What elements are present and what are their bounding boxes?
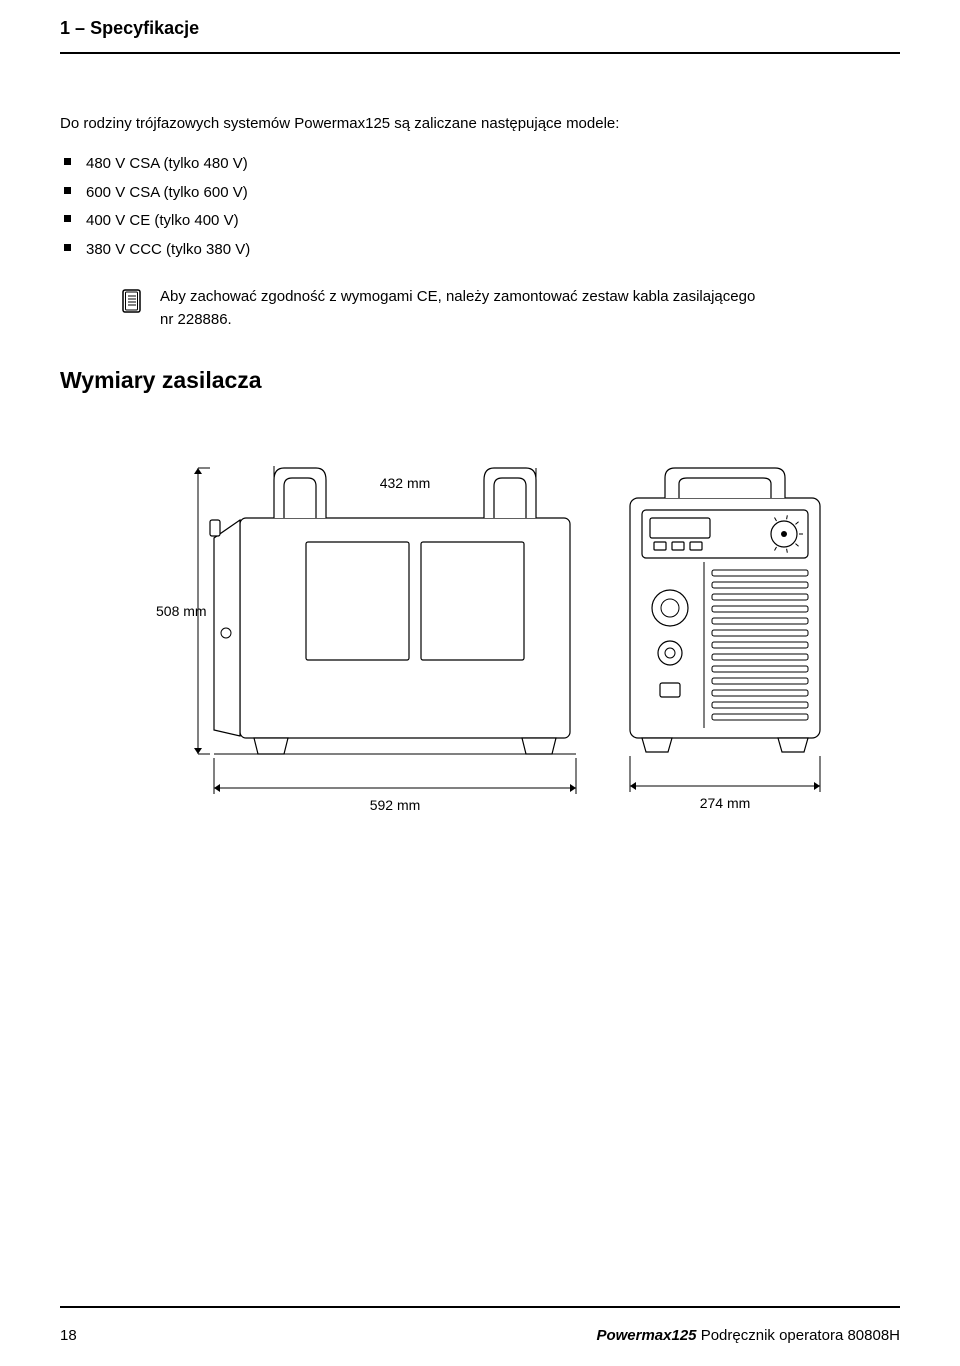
footer-product: Powermax125 <box>596 1327 696 1344</box>
page-footer: 18 Powermax125 Podręcznik operatora 8080… <box>60 1327 900 1344</box>
list-item: 480 V CSA (tylko 480 V) <box>86 150 900 179</box>
intro-paragraph: Do rodziny trójfazowych systemów Powerma… <box>60 115 900 132</box>
note-text: Aby zachować zgodność z wymogami CE, nal… <box>160 286 755 331</box>
list-item: 380 V CCC (tylko 380 V) <box>86 236 900 265</box>
note-line2: nr 228886. <box>160 311 232 328</box>
svg-text:432 mm: 432 mm <box>380 475 431 491</box>
dimensions-diagram: 432 mm 508 mm 592 mm 274 mm <box>60 428 900 828</box>
section-heading: Wymiary zasilacza <box>60 367 900 394</box>
svg-text:592 mm: 592 mm <box>370 797 421 813</box>
section-title: Specyfikacje <box>90 18 199 38</box>
footer-rule <box>60 1306 900 1308</box>
note-line1: Aby zachować zgodność z wymogami CE, nal… <box>160 288 755 305</box>
section-dash: – <box>75 18 85 38</box>
note-block: Aby zachować zgodność z wymogami CE, nal… <box>60 286 900 331</box>
list-item: 600 V CSA (tylko 600 V) <box>86 179 900 208</box>
footer-right: Powermax125 Podręcznik operatora 80808H <box>596 1327 900 1344</box>
list-item: 400 V CE (tylko 400 V) <box>86 207 900 236</box>
svg-text:274 mm: 274 mm <box>700 795 751 811</box>
page-header: 1 – Specyfikacje <box>60 18 199 39</box>
note-icon <box>120 288 146 319</box>
footer-tail: Podręcznik operatora 80808H <box>701 1327 900 1344</box>
header-rule <box>60 52 900 54</box>
section-number: 1 <box>60 18 70 38</box>
page-number: 18 <box>60 1327 77 1344</box>
svg-text:508 mm: 508 mm <box>156 603 207 619</box>
model-list: 480 V CSA (tylko 480 V) 600 V CSA (tylko… <box>60 150 900 264</box>
